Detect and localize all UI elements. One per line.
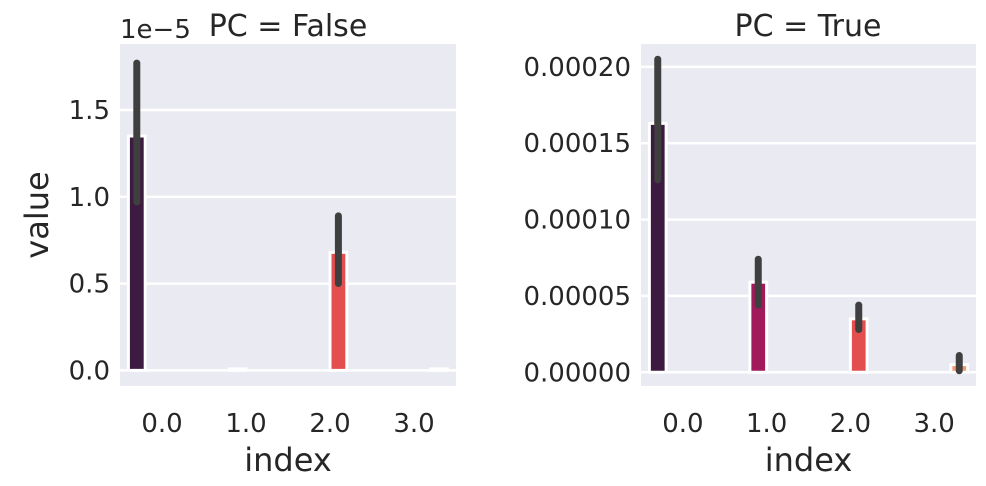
axes-background-1 <box>120 44 456 386</box>
y-tick-label: 0.00015 <box>523 129 631 159</box>
y-axis-label: value <box>18 171 56 258</box>
bar <box>227 367 248 372</box>
bar <box>429 367 450 372</box>
y-tick-label: 1.0 <box>69 183 110 213</box>
x-axis-label: index <box>765 441 853 479</box>
x-tick-label: 1.0 <box>746 409 787 439</box>
x-tick-label: 2.0 <box>830 409 871 439</box>
y-tick-label: 1.5 <box>69 96 110 126</box>
x-axis-label: index <box>244 441 332 479</box>
x-tick-label: 0.0 <box>141 409 182 439</box>
x-tick-label: 2.0 <box>309 409 350 439</box>
axes-background-2 <box>641 44 976 386</box>
panel-title: PC = True <box>735 9 882 44</box>
y-tick-label: 0.0 <box>69 356 110 386</box>
y-tick-label: 0.00005 <box>523 282 631 312</box>
x-tick-label: 3.0 <box>393 409 434 439</box>
y-tick-label: 0.00010 <box>523 206 631 236</box>
y-tick-label: 0.5 <box>69 270 110 300</box>
x-tick-label: 3.0 <box>913 409 954 439</box>
axis-offset-text: 1e−5 <box>120 15 191 45</box>
x-tick-label: 0.0 <box>662 409 703 439</box>
panel-title: PC = False <box>209 9 368 44</box>
x-tick-label: 1.0 <box>225 409 266 439</box>
y-tick-label: 0.00020 <box>523 53 631 83</box>
y-tick-label: 0.00000 <box>523 358 631 388</box>
